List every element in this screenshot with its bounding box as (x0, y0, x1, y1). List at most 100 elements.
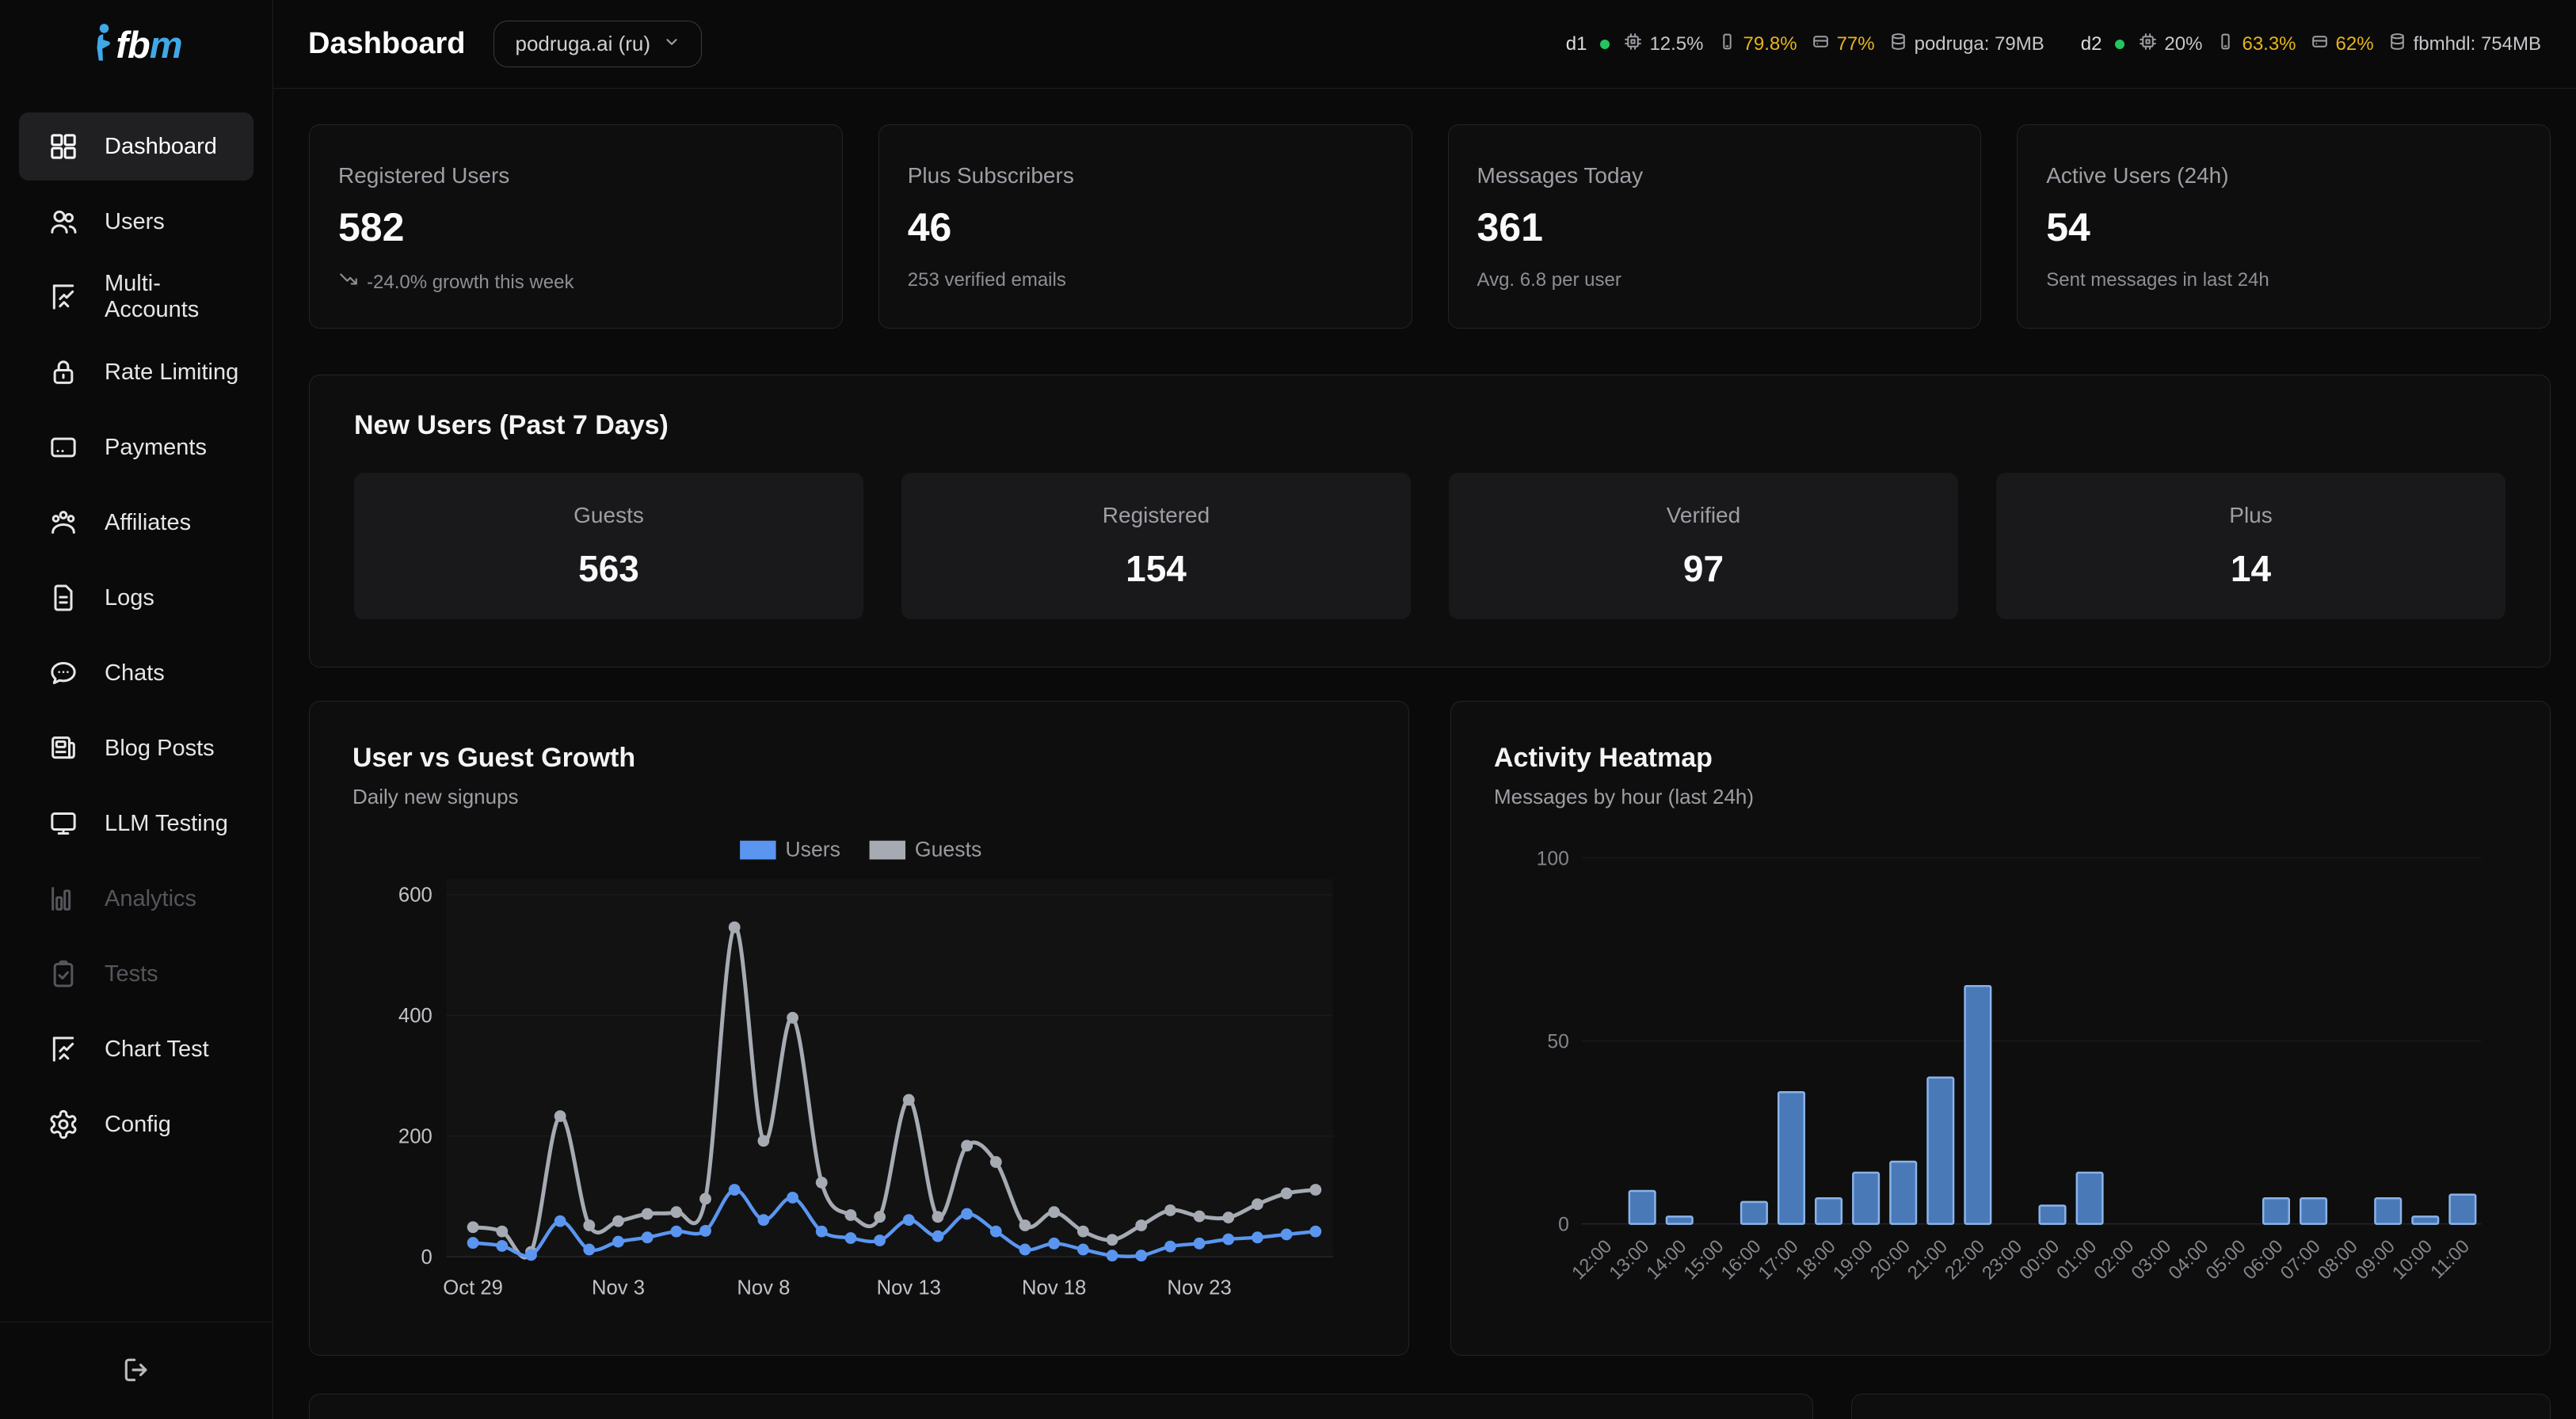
stat-value: 46 (907, 205, 952, 249)
svg-text:Oct 29: Oct 29 (443, 1277, 503, 1299)
bar-chart[interactable]: 0 50 100 12:00 13:00 14:00 15:00 16:00 17:00 18:0… (1494, 820, 2507, 1346)
stat-label: Plus Subscribers (907, 163, 1074, 188)
section-title: New Users (Past 7 Days) (354, 410, 669, 440)
svg-text:10:00: 10:00 (2389, 1236, 2437, 1284)
svg-text:02:00: 02:00 (2090, 1236, 2138, 1284)
stats-row: Registered Users 582 -24.0% growth this … (309, 124, 2551, 329)
svg-text:100: 100 (1537, 848, 1569, 869)
cpu-icon (1623, 32, 1643, 57)
memory-metric: 79.8% (1717, 32, 1797, 57)
chart-title: User vs Guest Growth (352, 743, 636, 773)
svg-text:50: 50 (1547, 1031, 1568, 1052)
sidebar-item-users[interactable]: Users (19, 188, 253, 256)
svg-text:09:00: 09:00 (2352, 1236, 2399, 1284)
svg-text:05:00: 05:00 (2202, 1236, 2250, 1284)
server-status-d1: d1 12.5% 79.8% 77% (1566, 32, 2044, 57)
stat-subtext: Avg. 6.8 per user (1477, 269, 1621, 291)
sidebar-item-config[interactable]: Config (19, 1090, 253, 1158)
chart-subtitle: Messages by hour (last 24h) (1494, 785, 1755, 808)
sidebar-item-tests: Tests (19, 940, 253, 1008)
server-status-bar: d1 12.5% 79.8% 77% (1566, 32, 2541, 57)
bar-chart-card: Activity Heatmap Messages by hour (last … (1450, 701, 2551, 1356)
sidebar-item-llm-testing[interactable]: LLM Testing (19, 789, 253, 858)
svg-text:0: 0 (1558, 1215, 1569, 1236)
stat-value: 54 (2046, 205, 2090, 249)
disk-metric: 77% (1811, 32, 1875, 57)
bot-selector-dropdown[interactable]: podruga.ai (ru) (493, 21, 703, 67)
stat-subtext: 253 verified emails (907, 269, 1066, 291)
lock-icon (48, 356, 79, 388)
sidebar-item-dashboard[interactable]: Dashboard (19, 112, 253, 181)
sidebar-nav: Dashboard Users Multi-Accounts Rate Limi… (0, 89, 272, 1322)
stat-value: 361 (1477, 205, 1543, 249)
charts-row: User vs Guest Growth Daily new signups 0… (309, 701, 2551, 1356)
svg-text:11:00: 11:00 (2427, 1236, 2474, 1283)
stat-label: Active Users (24h) (2046, 163, 2229, 188)
svg-text:19:00: 19:00 (1829, 1236, 1877, 1284)
trending-down-icon (338, 269, 359, 295)
svg-text:Users: Users (785, 837, 840, 861)
svg-text:18:00: 18:00 (1792, 1236, 1839, 1284)
sidebar-item-affiliates[interactable]: Affiliates (19, 489, 253, 557)
svg-text:03:00: 03:00 (2128, 1236, 2175, 1284)
sidebar-item-chart-test[interactable]: Chart Test (19, 1015, 253, 1083)
svg-text:0: 0 (421, 1246, 432, 1269)
sidebar-item-rate-limiting[interactable]: Rate Limiting (19, 338, 253, 406)
disk-metric: 62% (2310, 32, 2374, 57)
bottom-card-left-partial (309, 1394, 1813, 1419)
svg-text:16:00: 16:00 (1717, 1236, 1765, 1284)
sidebar: fbm Dashboard Users Multi-Accounts (0, 0, 273, 1419)
svg-text:23:00: 23:00 (1979, 1236, 2026, 1284)
stat-value: 582 (338, 205, 405, 249)
server-name: d1 (1565, 32, 1587, 55)
database-icon (1888, 32, 1908, 57)
svg-text:21:00: 21:00 (1904, 1236, 1952, 1284)
new-users-plus-card: Plus 14 (1996, 473, 2506, 619)
stat-card-messages-today: Messages Today 361 Avg. 6.8 per user (1447, 124, 1982, 329)
logout-button[interactable] (121, 1355, 151, 1387)
logout-icon (121, 1355, 151, 1387)
stat-label: Registered Users (338, 163, 510, 188)
page-title: Dashboard (308, 27, 466, 60)
cpu-icon (2138, 32, 2158, 57)
sidebar-item-blog-posts[interactable]: Blog Posts (19, 714, 253, 782)
new-users-verified-card: Verified 97 (1449, 473, 1958, 619)
user-group-icon (48, 507, 79, 538)
credit-card-icon (48, 432, 79, 463)
logo-text: fbm (116, 23, 182, 66)
svg-text:00:00: 00:00 (2016, 1236, 2063, 1284)
svg-text:06:00: 06:00 (2239, 1236, 2287, 1284)
stat-label: Messages Today (1477, 163, 1644, 188)
cpu-metric: 12.5% (1623, 32, 1704, 57)
bot-selector-value: podruga.ai (ru) (515, 32, 651, 55)
stat-subtext: Sent messages in last 24h (2046, 269, 2269, 291)
dashboard-grid-icon (48, 131, 79, 162)
database-metric: podruga: 79MB (1888, 32, 2044, 57)
line-chart[interactable]: 0 200 400 600 Oct 29 Nov 3 Nov 8 Nov 13 Nov 18 No… (352, 820, 1366, 1333)
header: Dashboard podruga.ai (ru) d1 12.5% (273, 0, 2576, 89)
svg-text:Nov 23: Nov 23 (1167, 1277, 1231, 1299)
memory-icon (1717, 32, 1737, 57)
chat-bubble-icon (48, 657, 79, 689)
chart-title: Activity Heatmap (1494, 743, 1713, 773)
sidebar-item-multi-accounts[interactable]: Multi-Accounts (19, 263, 253, 331)
sidebar-item-logs[interactable]: Logs (19, 564, 253, 632)
svg-text:Nov 8: Nov 8 (737, 1277, 790, 1299)
new-users-registered-card: Registered 154 (901, 473, 1411, 619)
sidebar-item-payments[interactable]: Payments (19, 413, 253, 481)
clipboard-check-icon (48, 958, 79, 990)
sidebar-item-chats[interactable]: Chats (19, 639, 253, 707)
newspaper-icon (48, 732, 79, 764)
file-text-icon (48, 582, 79, 614)
chart-frame-icon (48, 1033, 79, 1065)
svg-text:07:00: 07:00 (2277, 1236, 2324, 1284)
svg-text:Nov 3: Nov 3 (592, 1277, 645, 1299)
app-logo[interactable]: fbm (0, 0, 272, 89)
svg-text:400: 400 (398, 1005, 433, 1027)
server-name: d2 (2080, 32, 2102, 55)
monitor-icon (48, 808, 79, 839)
svg-text:Nov 18: Nov 18 (1022, 1277, 1086, 1299)
stat-card-plus-subscribers: Plus Subscribers 46 253 verified emails (878, 124, 1412, 329)
svg-text:20:00: 20:00 (1867, 1236, 1915, 1284)
